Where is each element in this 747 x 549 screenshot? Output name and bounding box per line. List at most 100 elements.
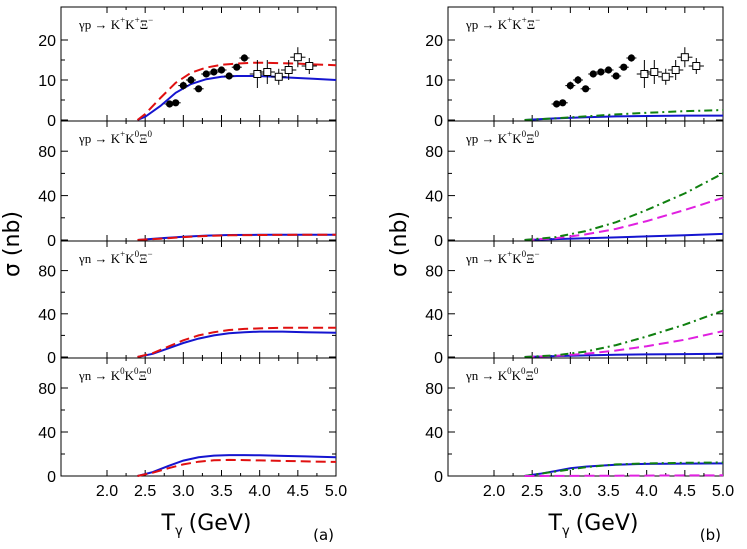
y-tick-label: 20	[38, 33, 56, 50]
y-axis-label: σ (nb)	[0, 211, 25, 277]
panel-tag: (b)	[700, 526, 721, 544]
reaction-label-part: Ξ	[139, 368, 147, 383]
x-tick-label: 4.5	[674, 483, 696, 500]
y-tick-label: 0	[434, 350, 443, 367]
reaction-label-part: 0	[135, 249, 140, 259]
x-tick-label: 5.0	[325, 483, 347, 500]
x-axis-label: Tγ (GeV)	[161, 511, 252, 539]
data-point	[612, 72, 620, 80]
x-tick-label: 3.5	[210, 483, 232, 500]
y-tick-label: 40	[38, 189, 56, 206]
data-point	[233, 63, 241, 71]
reaction-label-part: 0	[147, 366, 152, 376]
reaction-label-part: Ξ	[527, 17, 535, 32]
reaction-label-part: K	[512, 17, 522, 32]
x-tick-label: 3.0	[559, 483, 581, 500]
y-tick-label: 80	[38, 381, 56, 398]
x-axis-label-part: T	[161, 511, 176, 536]
data-point	[172, 99, 180, 107]
data-point	[604, 66, 613, 74]
reaction-label-part: K	[125, 131, 135, 146]
reaction-label-part: K	[512, 251, 522, 266]
open-data-point	[671, 66, 680, 74]
data-point	[582, 85, 590, 93]
data-point	[566, 82, 574, 90]
series-dashed	[136, 61, 337, 121]
reaction-label: γp → K+K+Ξ−	[465, 15, 540, 32]
reaction-label-part: γn → K	[465, 368, 508, 383]
data-point	[589, 70, 597, 78]
data-point	[240, 54, 248, 62]
reaction-label-part: Ξ	[139, 131, 147, 146]
reaction-label-part: 0	[147, 129, 152, 139]
y-tick-label: 80	[425, 144, 443, 161]
reaction-label: γn → K+K0Ξ−	[78, 249, 153, 266]
x-axis-label-part: (GeV)	[576, 511, 639, 536]
series-dashed	[137, 233, 337, 241]
y-tick-label: 20	[425, 33, 443, 50]
x-axis-label-part: (GeV)	[189, 511, 252, 536]
series-solid	[137, 330, 337, 358]
reaction-label-part: 0	[521, 366, 526, 376]
y-tick-label: 0	[47, 350, 56, 367]
reaction-label-part: γp → K	[465, 17, 508, 32]
open-data-point	[640, 70, 649, 78]
reaction-label: γp → K+K0Ξ0	[78, 129, 152, 146]
reaction-label-part: γn → K	[78, 251, 121, 266]
x-axis-label: Tγ (GeV)	[548, 511, 639, 539]
data-point	[202, 70, 210, 78]
series-dashed	[137, 458, 337, 477]
x-tick-label: 4.5	[287, 483, 309, 500]
reaction-label-part: 0	[534, 366, 539, 376]
open-data-point	[661, 72, 670, 81]
open-data-point	[305, 62, 314, 70]
x-axis-label-part: γ	[562, 524, 570, 539]
reaction-label-part: −	[147, 249, 152, 259]
reaction-label-part: +	[507, 129, 512, 139]
x-tick-label: 3.0	[172, 483, 194, 500]
series-dashed	[524, 196, 724, 241]
reaction-label-part: 0	[522, 249, 527, 259]
reaction-label-part: γn → K	[465, 251, 508, 266]
open-data-point	[263, 68, 272, 76]
panel-frame	[60, 357, 337, 477]
data-point	[559, 99, 567, 107]
open-data-point	[284, 66, 293, 74]
x-tick-label: 2.5	[134, 483, 156, 500]
series-solid	[524, 232, 724, 241]
reaction-label-part: γn → K	[78, 368, 121, 383]
reaction-label-part: γp → K	[78, 17, 121, 32]
reaction-label-part: +	[120, 249, 125, 259]
open-data-point	[274, 72, 283, 81]
data-point	[552, 100, 561, 108]
series-solid	[524, 352, 724, 358]
y-tick-label: 0	[434, 233, 443, 250]
data-point	[165, 100, 174, 108]
reaction-label-part: K	[125, 368, 135, 383]
open-data-point	[253, 70, 262, 78]
series-dashdot	[524, 109, 724, 121]
reaction-label-part: K	[512, 368, 522, 383]
data-point	[195, 85, 203, 93]
reaction-label-part: +	[120, 15, 125, 25]
y-tick-label: 40	[425, 425, 443, 442]
reaction-label-part: −	[534, 249, 539, 259]
y-tick-label: 10	[425, 73, 443, 90]
data-point	[179, 82, 187, 90]
reaction-label: γn → K0K0Ξ0	[78, 366, 152, 383]
reaction-label-part: 0	[534, 129, 539, 139]
reaction-label-part: γp → K	[78, 131, 121, 146]
reaction-label-part: Ξ	[140, 17, 148, 32]
open-data-point	[650, 68, 659, 76]
y-tick-label: 40	[38, 425, 56, 442]
data-point	[225, 72, 233, 80]
